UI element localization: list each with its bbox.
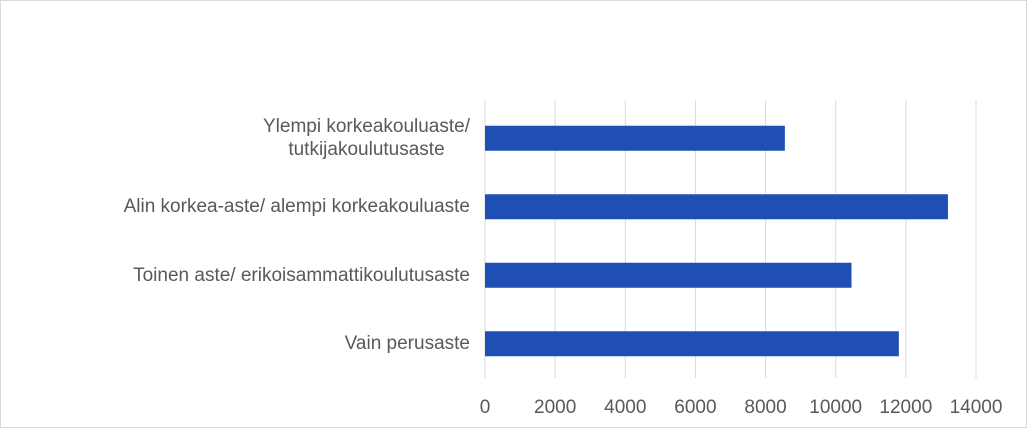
bar	[485, 262, 852, 288]
x-tick-label: 4000	[604, 397, 646, 418]
category-label-box: Toinen aste/ erikoisammattikoulutusaste	[0, 241, 470, 309]
bar	[485, 125, 785, 151]
x-tick-label: 10000	[809, 397, 862, 418]
x-tick-label: 8000	[744, 397, 786, 418]
category-label-box: Vain perusaste	[0, 310, 470, 378]
x-tick-label: 12000	[879, 397, 932, 418]
y-tick-label: Alin korkea-aste/ alempi korkeakouluaste	[123, 196, 470, 218]
y-tick-label: Toinen aste/ erikoisammattikoulutusaste	[133, 264, 470, 286]
x-tick-label: 6000	[674, 397, 716, 418]
bar	[485, 194, 948, 220]
y-tick-label: Ylempi korkeakouluaste/ tutkijakoulutusa…	[263, 116, 470, 161]
category-label-box: Alin korkea-aste/ alempi korkeakouluaste	[0, 173, 470, 241]
y-tick-label: Vain perusaste	[344, 333, 470, 355]
x-tick-label: 2000	[534, 397, 576, 418]
bar	[485, 331, 899, 357]
x-tick-label: 14000	[950, 397, 1003, 418]
category-label-box: Ylempi korkeakouluaste/ tutkijakoulutusa…	[0, 104, 470, 172]
x-tick-label: 0	[480, 397, 491, 418]
